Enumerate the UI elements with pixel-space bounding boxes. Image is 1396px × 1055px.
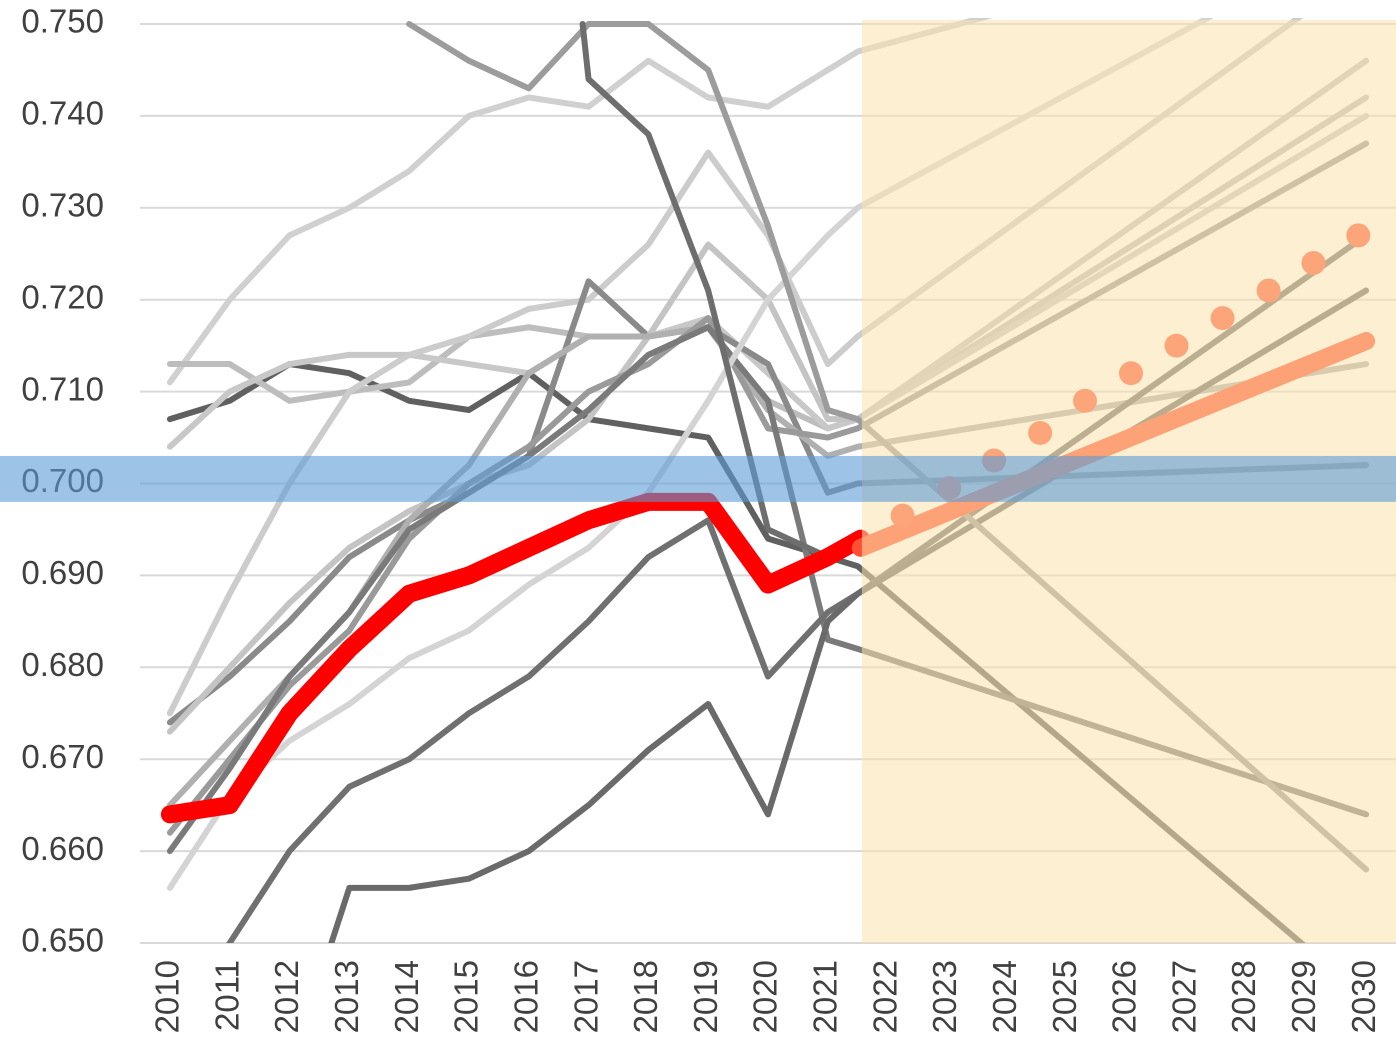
x-tick-label: 2013: [328, 960, 365, 1033]
y-tick-label: 0.690: [21, 554, 104, 591]
x-tick-label: 2021: [807, 960, 844, 1033]
x-tick-label: 2030: [1345, 960, 1382, 1033]
gray-line: [226, 232, 1370, 943]
x-tick-label: 2012: [268, 960, 305, 1033]
x-tick-label: 2019: [687, 960, 724, 1033]
x-tick-label: 2010: [149, 960, 186, 1033]
y-tick-label: 0.670: [21, 738, 104, 775]
x-tick-label: 2016: [507, 960, 544, 1033]
gray-line: [166, 18, 1214, 891]
x-tick-label: 2014: [388, 960, 425, 1033]
y-tick-label: 0.660: [21, 830, 104, 867]
x-tick-label: 2025: [1046, 960, 1083, 1033]
y-tick-label: 0.650: [21, 922, 104, 959]
y-tick-label: 0.710: [21, 370, 104, 407]
gray-line: [328, 287, 1370, 943]
gray-line: [166, 57, 1370, 735]
x-tick-label: 2015: [448, 960, 485, 1033]
target-band: [0, 455, 1396, 502]
y-tick-label: 0.750: [21, 3, 104, 40]
y-tick-label: 0.740: [21, 95, 104, 132]
gray-line: [166, 94, 1370, 432]
y-tick-label: 0.720: [21, 278, 104, 315]
x-tick-label: 2028: [1225, 960, 1262, 1033]
gray-line: [579, 21, 831, 561]
x-tick-label: 2011: [208, 960, 245, 1031]
x-tick-label: 2026: [1106, 960, 1143, 1033]
x-tick-label: 2023: [926, 960, 963, 1033]
x-tick-label: 2020: [747, 960, 784, 1033]
gray-line: [166, 140, 1370, 836]
x-tick-label: 2024: [986, 960, 1023, 1033]
highlight-line: [160, 492, 870, 824]
x-tick-label: 2018: [627, 960, 664, 1033]
y-tick-label: 0.680: [21, 646, 104, 683]
x-tick-label: 2029: [1285, 960, 1322, 1033]
gray-line: [166, 324, 1370, 855]
x-tick-label: 2022: [866, 960, 903, 1033]
y-tick-label: 0.730: [21, 187, 104, 224]
gray-line: [166, 18, 993, 386]
x-tick-label: 2017: [567, 960, 604, 1033]
x-tick-label: 2027: [1165, 960, 1202, 1033]
gray-line: [406, 21, 1370, 873]
